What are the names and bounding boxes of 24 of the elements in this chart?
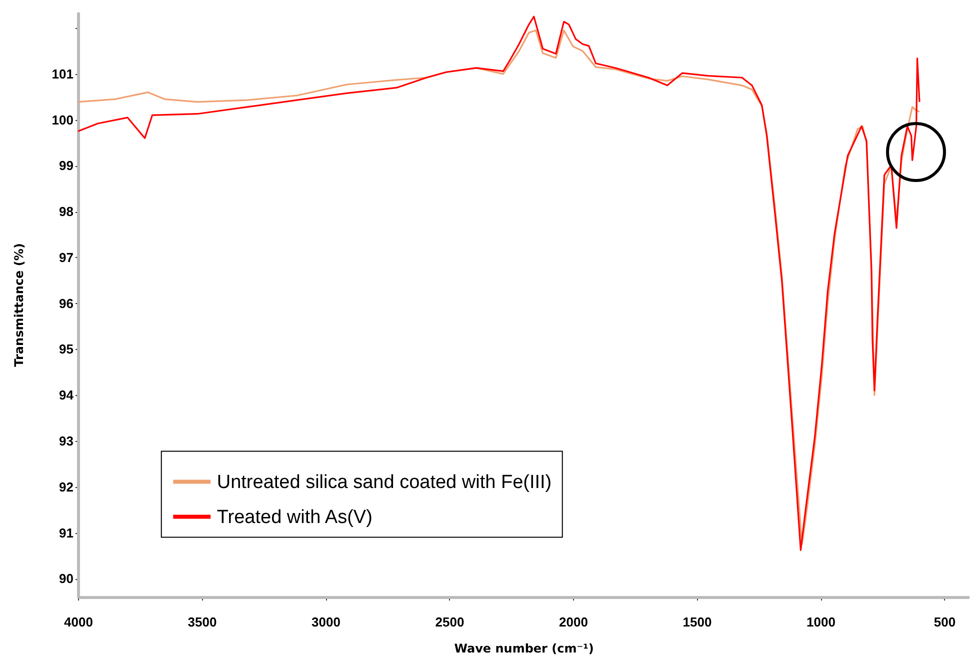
x-tick-label: 1000 (806, 614, 836, 630)
x-tick-label: 2500 (435, 614, 464, 630)
y-tick-label: 95 (59, 342, 74, 357)
y-tick-label: 99 (59, 158, 74, 174)
y-tick-label: 91 (59, 525, 74, 540)
y-tick-label: 90 (59, 571, 74, 586)
y-tick-label: 92 (59, 479, 74, 494)
y-tick-label: 96 (59, 296, 74, 311)
y-tick-label: 101 (52, 66, 74, 82)
y-axis-title: Transmittance (%) (12, 243, 26, 367)
x-tick-label: 3000 (312, 614, 340, 630)
x-axis-title: Wave number (cm⁻¹) (454, 642, 594, 656)
y-tick-label: 98 (59, 204, 74, 220)
x-tick-label: 3500 (188, 614, 217, 630)
y-tick-label: 100 (52, 112, 74, 128)
legend-label: Untreated silica sand coated with Fe(III) (216, 472, 552, 493)
y-tick-label: 94 (59, 388, 74, 403)
x-tick-label: 4000 (64, 614, 93, 630)
x-tick-label: 2000 (559, 614, 588, 630)
x-tick-label: 1500 (682, 614, 712, 630)
legend-label: Treated with As(V) (216, 506, 372, 528)
x-tick-label: 500 (934, 614, 956, 630)
y-tick-label: 97 (59, 250, 74, 265)
y-tick-label: 93 (59, 434, 74, 448)
